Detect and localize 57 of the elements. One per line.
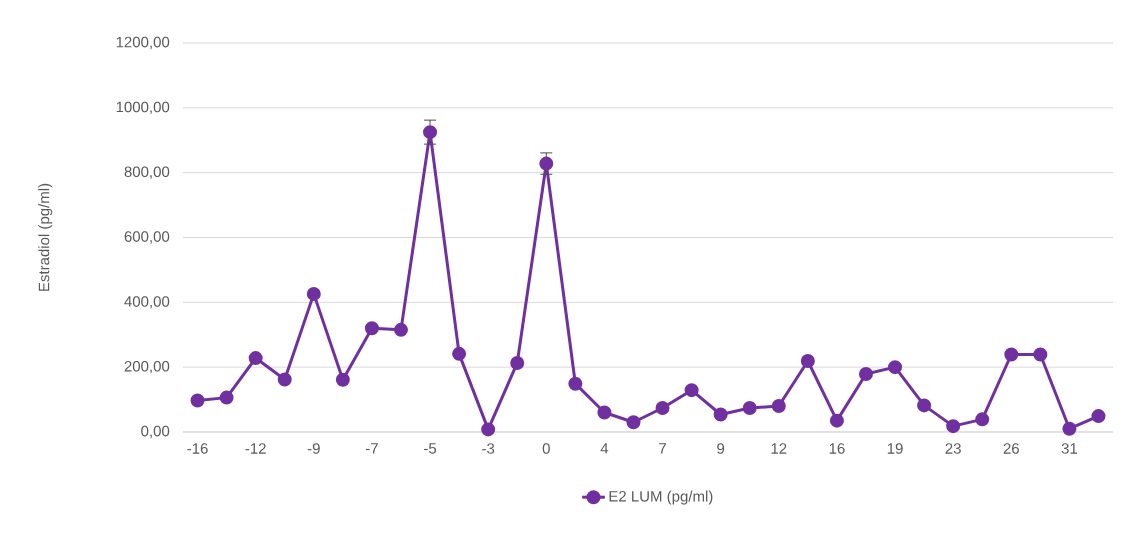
y-tick-label: 1000,00 <box>116 101 170 115</box>
point <box>684 383 699 398</box>
y-tick-label: 400,00 <box>124 296 170 309</box>
point <box>510 355 525 370</box>
x-tick-label: -12 <box>245 443 266 454</box>
point <box>888 360 903 375</box>
x-tick-label: 23 <box>945 443 961 454</box>
y-tick-label: 600,00 <box>124 231 170 244</box>
point <box>975 412 990 427</box>
point <box>917 398 932 413</box>
x-tick-label: 7 <box>659 443 666 454</box>
point <box>858 366 873 381</box>
y-tick-label: 800,00 <box>124 166 170 179</box>
point <box>1004 347 1019 362</box>
point <box>771 399 786 414</box>
point <box>248 351 263 366</box>
point <box>655 401 670 415</box>
x-tick-label: -16 <box>187 443 208 454</box>
y-tick-label: 0,00 <box>141 425 170 439</box>
point <box>713 407 728 422</box>
point <box>597 405 612 420</box>
legend-label: E2 LUM (pg/ml) <box>609 490 713 505</box>
point <box>626 415 641 430</box>
point <box>742 401 757 415</box>
point <box>306 286 321 301</box>
point <box>452 346 467 361</box>
point <box>481 422 496 437</box>
x-tick-label: 12 <box>771 443 787 454</box>
point <box>393 322 408 337</box>
y-tick-label: 1200,00 <box>116 36 170 50</box>
point <box>364 321 379 336</box>
point <box>800 353 815 368</box>
x-tick-label: 19 <box>887 443 903 454</box>
x-tick-label: -9 <box>307 443 320 454</box>
point <box>219 390 234 405</box>
x-tick-label: -3 <box>482 443 495 454</box>
point <box>190 393 205 408</box>
point <box>423 125 438 140</box>
x-tick-label: 16 <box>829 443 845 454</box>
point <box>335 372 350 387</box>
x-tick-label: 31 <box>1061 443 1078 454</box>
x-tick-label: -5 <box>424 443 437 454</box>
point <box>946 419 961 434</box>
point <box>829 413 844 428</box>
point <box>277 372 292 387</box>
y-tick-label: 200,00 <box>124 360 170 374</box>
point <box>1062 421 1077 436</box>
x-tick-label: 4 <box>600 443 609 454</box>
x-tick-label: 26 <box>1003 443 1019 454</box>
x-tick-label: 0 <box>542 443 550 454</box>
point <box>539 156 554 171</box>
point <box>1033 347 1048 362</box>
point <box>1091 409 1106 424</box>
y-axis-title: Estradiol (pg/ml) <box>38 183 53 291</box>
x-tick-label: -7 <box>365 443 378 454</box>
point <box>568 376 583 391</box>
x-tick-label: 9 <box>717 443 725 454</box>
